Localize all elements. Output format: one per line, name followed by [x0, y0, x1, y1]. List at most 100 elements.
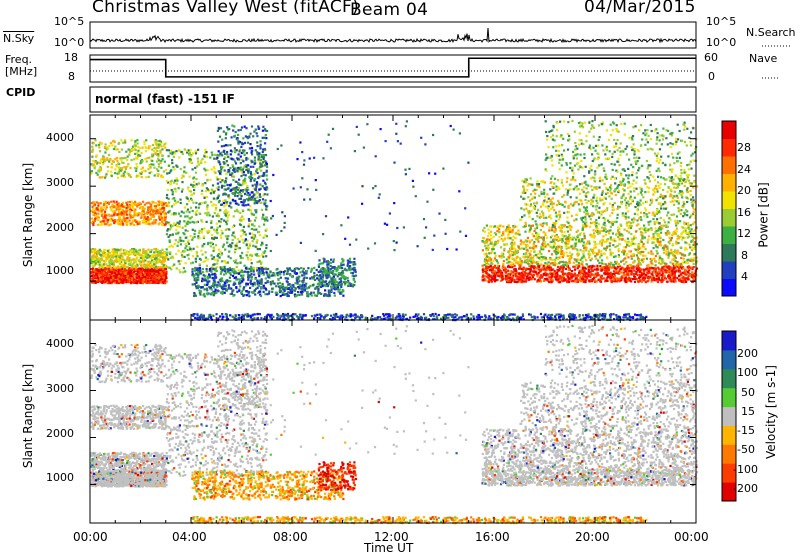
power-scatter-point	[221, 204, 223, 206]
power-scatter-point	[318, 263, 320, 265]
power-scatter-point	[120, 211, 122, 213]
power-scatter-point	[633, 275, 635, 277]
power-scatter-point	[337, 285, 339, 287]
power-scatter-point	[133, 273, 135, 275]
power-scatter-point	[120, 270, 122, 272]
power-scatter-point	[141, 152, 143, 154]
power-scatter-point	[126, 256, 128, 258]
power-scatter-point	[144, 208, 146, 210]
power-scatter-point	[596, 265, 598, 267]
power-scatter-point	[103, 201, 105, 203]
power-scatter-point	[133, 224, 135, 226]
power-scatter-point	[248, 291, 250, 293]
power-scatter-point	[151, 273, 153, 275]
power-scatter-point	[232, 295, 234, 297]
power-scatter-point	[118, 275, 120, 277]
power-scatter-point	[219, 251, 221, 253]
power-scatter-point	[103, 158, 105, 160]
power-scatter-point	[245, 234, 247, 236]
power-scatter-point	[214, 172, 216, 174]
power-scatter-point	[232, 166, 234, 168]
power-scatter-point	[350, 268, 352, 270]
noise-frame	[90, 22, 696, 48]
power-scatter-point	[249, 205, 251, 207]
power-scatter-point	[259, 145, 261, 147]
power-scatter-point	[101, 210, 103, 212]
power-scatter-point	[243, 171, 245, 173]
power-scatter-point	[243, 218, 245, 220]
power-scatter-point	[305, 272, 307, 274]
power-scatter-point	[238, 179, 240, 181]
power-scatter-point	[153, 167, 155, 169]
power-scatter-point	[134, 280, 136, 282]
power-scatter-point	[265, 268, 267, 270]
power-scatter-point	[218, 201, 220, 203]
power-scatter-point	[570, 280, 572, 282]
power-scatter-point	[270, 281, 272, 283]
power-scatter-point	[220, 218, 222, 220]
power-scatter-point	[213, 166, 215, 168]
power-scatter-point	[94, 264, 96, 266]
power-scatter-point	[136, 257, 138, 259]
power-scatter-point	[110, 279, 112, 281]
power-scatter-point	[287, 277, 289, 279]
power-scatter-point	[253, 238, 255, 240]
power-scatter-point	[121, 255, 123, 257]
power-scatter-point	[282, 288, 284, 290]
power-scatter-point	[679, 271, 681, 273]
power-scatter-point	[179, 199, 181, 201]
power-scatter-point	[231, 172, 233, 174]
power-scatter-point	[267, 280, 269, 282]
power-scatter-point	[658, 275, 660, 277]
power-scatter-point	[259, 147, 261, 149]
power-scatter-point	[178, 156, 180, 158]
power-scatter-point	[313, 292, 315, 294]
power-scatter-point	[331, 272, 333, 274]
power-scatter-point	[513, 273, 515, 275]
power-scatter-point	[227, 164, 229, 166]
power-scatter-point	[149, 172, 151, 174]
power-scatter-point	[229, 167, 231, 169]
power-scatter-point	[221, 230, 223, 232]
power-scatter-point	[264, 293, 266, 295]
power-scatter-point	[134, 201, 136, 203]
power-scatter-point	[226, 238, 228, 240]
power-scatter-point	[240, 220, 242, 222]
power-scatter-point	[262, 272, 264, 274]
power-scatter-point	[214, 154, 216, 156]
power-scatter-point	[240, 198, 242, 200]
power-scatter-point	[229, 277, 231, 279]
power-scatter-point	[122, 280, 124, 282]
power-scatter-point	[152, 281, 154, 283]
power-scatter-point	[96, 251, 98, 253]
power-scatter-point	[91, 170, 93, 172]
power-scatter-point	[143, 265, 145, 267]
power-scatter-point	[195, 150, 197, 152]
power-scatter-point	[174, 152, 176, 154]
power-scatter-point	[287, 270, 289, 272]
power-scatter-point	[141, 147, 143, 149]
power-scatter-point	[166, 256, 168, 258]
power-scatter-point	[140, 173, 142, 175]
power-scatter-point	[219, 178, 221, 180]
power-scatter-point	[297, 291, 299, 293]
power-scatter-point	[139, 207, 141, 209]
power-scatter-point	[303, 268, 305, 270]
power-scatter-point	[265, 247, 267, 249]
power-scatter-point	[243, 242, 245, 244]
power-scatter-point	[245, 174, 247, 176]
power-scatter-point	[212, 250, 214, 252]
power-scatter-point	[225, 177, 227, 179]
power-scatter-point	[213, 198, 215, 200]
power-scatter-point	[116, 221, 118, 223]
power-scatter-point	[118, 142, 120, 144]
power-scatter-point	[171, 159, 173, 161]
power-scatter-point	[171, 256, 173, 258]
power-scatter-point	[231, 125, 233, 127]
power-scatter-point	[216, 270, 218, 272]
power-scatter-point	[133, 258, 135, 260]
power-scatter-point	[159, 266, 161, 268]
power-scatter-point	[195, 202, 197, 204]
power-scatter-point	[246, 244, 248, 246]
power-scatter-point	[251, 191, 253, 193]
